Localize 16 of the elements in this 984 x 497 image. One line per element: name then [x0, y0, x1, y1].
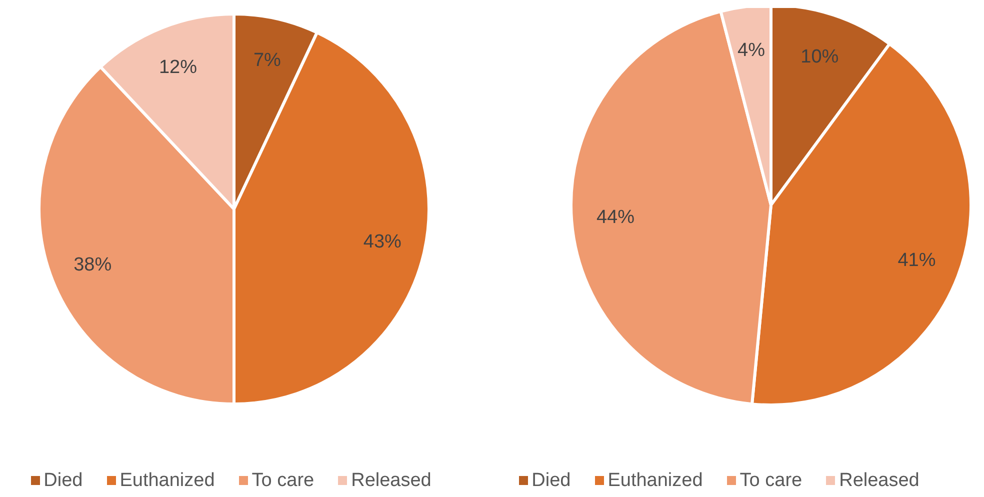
legend-label: To care — [252, 470, 314, 491]
data-label: 41% — [898, 250, 936, 272]
legend-label: Euthanized — [120, 470, 215, 491]
legend-label: Released — [351, 470, 432, 491]
data-label: 43% — [363, 232, 402, 253]
data-label: 38% — [74, 254, 112, 276]
legend-label: Euthanized — [608, 470, 703, 491]
data-label: 44% — [596, 206, 635, 228]
legend-label: Died — [44, 470, 83, 491]
data-label: 12% — [158, 57, 198, 78]
legend-label: Died — [532, 470, 571, 491]
data-label: 7% — [253, 50, 282, 72]
data-label: 4% — [738, 40, 766, 61]
data-label: 10% — [800, 46, 839, 68]
legend-label: To care — [740, 470, 802, 491]
legend-label: Released — [839, 470, 920, 491]
